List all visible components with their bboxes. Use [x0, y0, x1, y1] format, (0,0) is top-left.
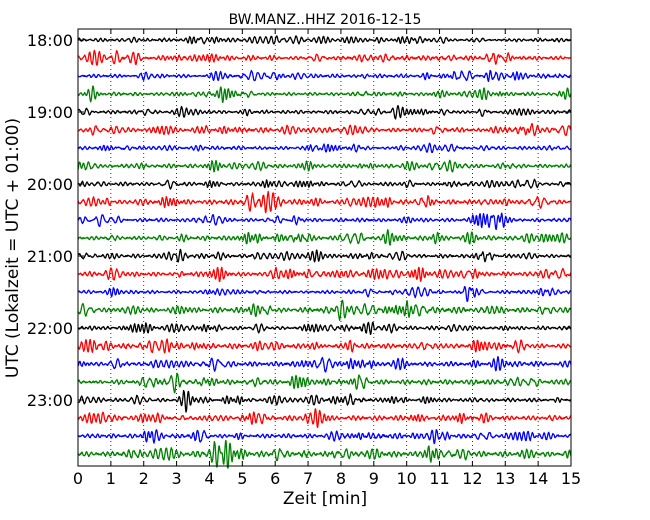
y-axis-label: UTC (Lokalzeit = UTC + 01:00): [3, 118, 23, 378]
trace-line: [77, 355, 572, 373]
x-tick-label: 5: [237, 469, 247, 488]
x-tick-label: 3: [172, 469, 182, 488]
x-tick-label: 10: [396, 469, 416, 488]
x-tick-label: 2: [139, 469, 149, 488]
trace-line: [77, 49, 572, 66]
y-axis-ticks: 18:00 19:00 20:00 21:00 22:00 23:00: [27, 31, 571, 410]
x-tick-label: 4: [204, 469, 214, 488]
x-tick-label: 13: [495, 469, 515, 488]
trace-line: [77, 142, 572, 154]
trace-line: [77, 178, 572, 190]
x-tick-label: 15: [561, 469, 581, 488]
trace-line: [77, 266, 572, 283]
x-axis-ticks: 0 1 2 3 4 5 6 7 8 9 10 11 12 13 14 15: [73, 29, 581, 488]
x-tick-label: 1: [106, 469, 116, 488]
trace-line: [77, 389, 572, 413]
y-tick-label: 19:00: [27, 103, 73, 122]
trace-line: [77, 372, 572, 394]
trace-line: [77, 35, 572, 45]
trace-line: [77, 299, 572, 321]
trace-line: [77, 285, 572, 303]
trace-line: [77, 69, 572, 83]
vertical-gridlines: [110, 29, 539, 466]
trace-line: [77, 439, 572, 469]
y-tick-label: 23:00: [27, 391, 73, 410]
trace-line: [77, 122, 572, 137]
trace-line: [77, 338, 572, 354]
x-tick-label: 14: [528, 469, 548, 488]
trace-line: [77, 229, 572, 246]
trace-line: [77, 159, 572, 173]
x-tick-label: 9: [369, 469, 379, 488]
trace-line: [77, 85, 572, 103]
x-tick-label: 7: [303, 469, 313, 488]
y-tick-label: 18:00: [27, 31, 73, 50]
plot-frame: [77, 28, 572, 467]
trace-line: [77, 429, 572, 445]
x-tick-label: 0: [73, 469, 83, 488]
trace-line: [77, 104, 572, 120]
seismogram-traces: [77, 35, 572, 469]
trace-line: [77, 212, 572, 231]
x-tick-label: 11: [429, 469, 449, 488]
chart-title: BW.MANZ..HHZ 2016-12-15: [229, 12, 422, 28]
y-tick-label: 20:00: [27, 175, 73, 194]
x-tick-label: 12: [462, 469, 482, 488]
trace-line: [77, 321, 572, 336]
y-tick-label: 21:00: [27, 247, 73, 266]
x-tick-label: 6: [270, 469, 280, 488]
trace-line: [77, 408, 572, 429]
x-tick-label: 8: [336, 469, 346, 488]
trace-line: [77, 190, 572, 214]
x-axis-label: Zeit [min]: [283, 489, 367, 509]
trace-line: [77, 248, 572, 263]
y-tick-label: 22:00: [27, 319, 73, 338]
